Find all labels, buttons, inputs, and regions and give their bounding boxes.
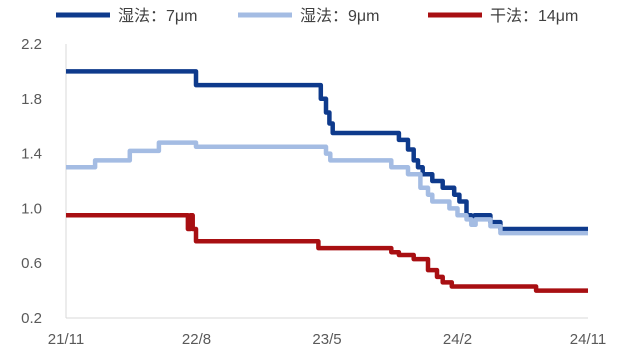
x-tick-label: 24/2: [443, 331, 472, 348]
x-tick-label: 21/11: [48, 331, 84, 348]
y-tick-label: 0.6: [21, 255, 42, 272]
y-tick-label: 0.2: [21, 310, 42, 327]
legend-label-1: 湿法：7μm: [118, 7, 197, 25]
x-tick-label: 24/11: [570, 331, 606, 348]
legend-label-3: 干法：14μm: [490, 7, 578, 25]
series-line-3: [66, 213, 588, 293]
y-tick-label: 1.4: [21, 146, 42, 163]
x-tick-label: 23/5: [312, 331, 341, 348]
legend-label-2: 湿法：9μm: [300, 7, 379, 25]
y-tick-label: 1.8: [21, 91, 42, 108]
x-tick-label: 22/8: [182, 331, 211, 348]
series-line-2: [66, 140, 588, 236]
y-tick-label: 1.0: [21, 200, 42, 217]
y-tick-label: 2.2: [21, 36, 42, 53]
